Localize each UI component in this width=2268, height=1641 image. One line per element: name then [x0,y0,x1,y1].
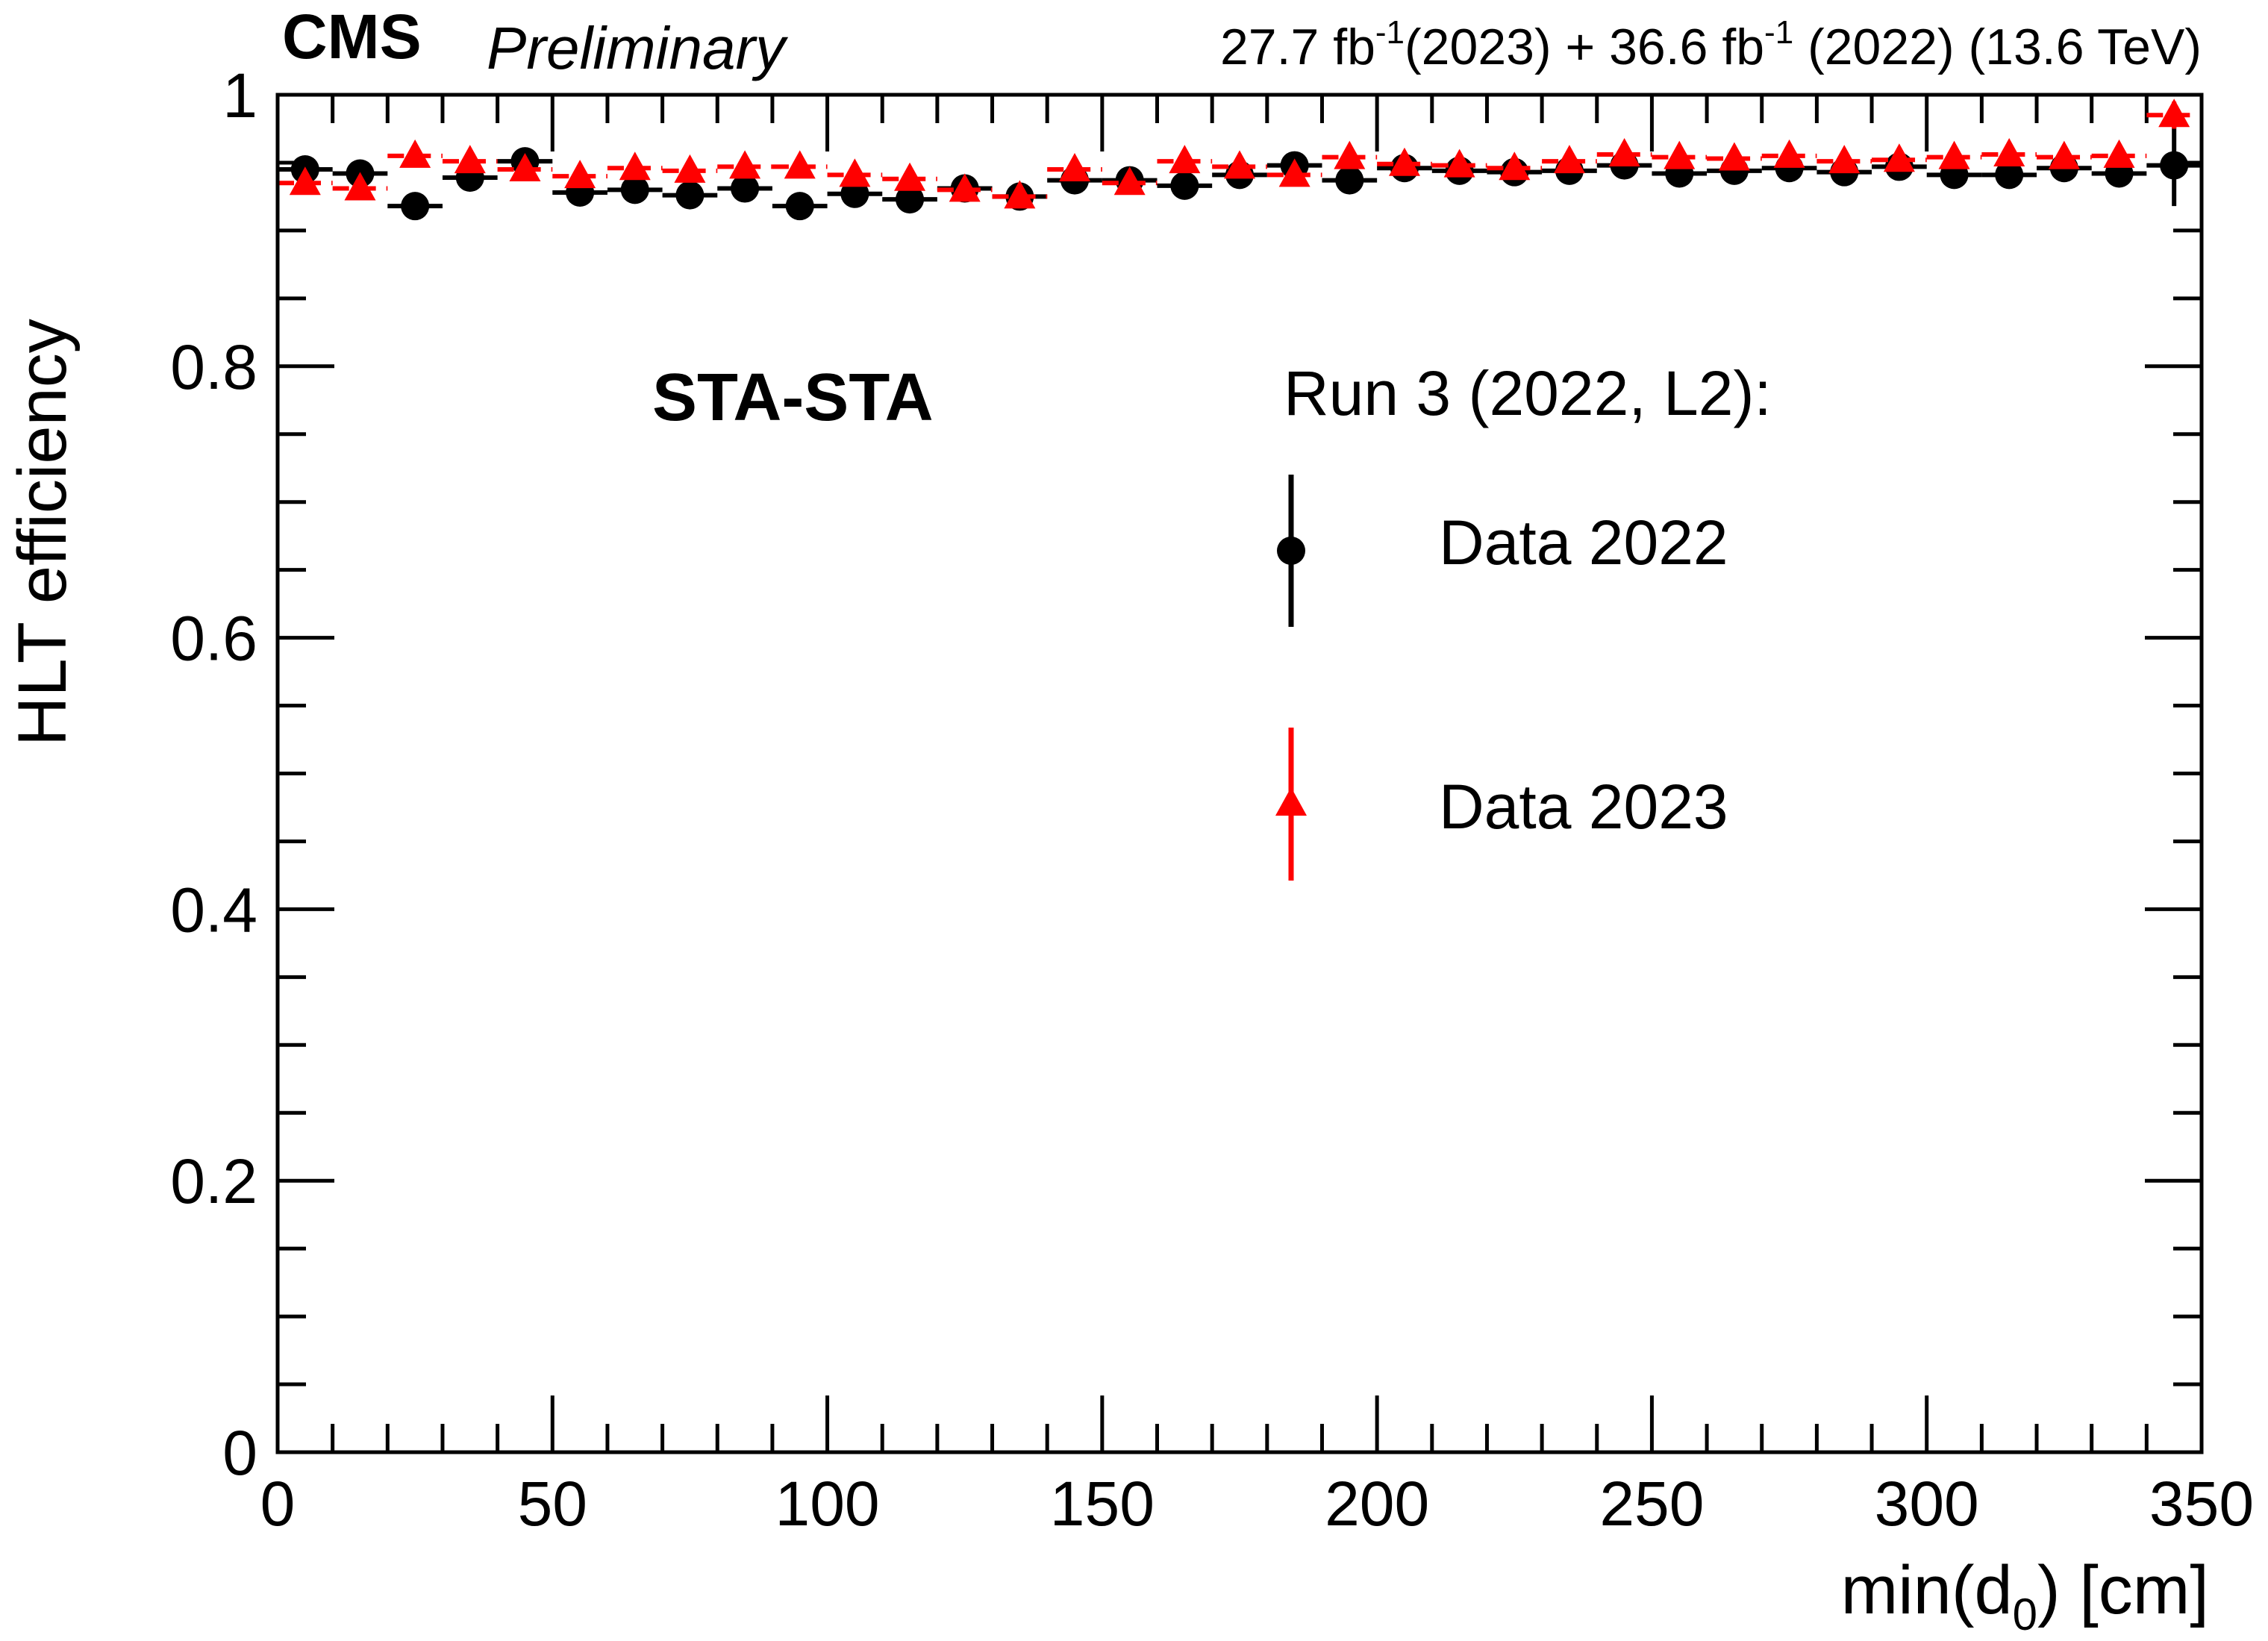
data-point [784,150,816,179]
data-point [1335,166,1364,195]
data-point [896,185,925,214]
data-point [1938,140,1970,169]
data-series [278,99,2202,221]
legend-title: Run 3 (2022, L2): [1284,358,1772,428]
y-tick-label: 0.4 [170,875,257,945]
data-point [344,172,376,201]
data-point [2160,151,2189,180]
data-point [401,192,430,221]
data-point [1553,145,1585,174]
experiment-label: CMS [282,1,422,72]
selection-annotation: STA-STA [652,360,934,435]
data-point [1388,147,1420,176]
luminosity-label: 27.7 fb-1(2023) + 36.6 fb-1 (2022) (13.6… [1220,14,2202,75]
axis-ticks [275,93,2204,1454]
data-point [454,145,486,174]
x-tick-label: 50 [518,1469,587,1539]
data-point [2048,140,2080,169]
data-point [1443,149,1475,178]
data-point [620,175,649,204]
data-point [949,173,981,202]
data-point [1004,180,1036,209]
plot-frame [275,93,2204,1454]
lumi-2022-exponent: -1 [1764,14,1793,51]
data-point [1663,140,1696,169]
data-point [564,160,596,189]
data-point [1499,151,1531,181]
x-tick-label: 150 [1050,1469,1155,1539]
y-tick-label: 0 [222,1418,257,1488]
data-point [1773,139,1805,168]
data-point [619,151,651,181]
x-axis-label-tail: ) [cm] [2037,1552,2209,1628]
lumi-2023-exponent: -1 [1375,14,1405,51]
x-tick-label: 350 [2149,1469,2254,1539]
data-point [674,154,706,183]
data-point [1718,142,1750,171]
data-point [785,192,814,221]
x-axis-label: min(d0) [cm] [1841,1552,2209,1640]
data-point [1993,138,2025,167]
x-axis-label-main: min(d [1841,1552,2013,1628]
data-point [839,158,871,187]
y-tick-label: 1 [222,60,257,131]
data-point [1334,140,1366,169]
data-point [509,153,541,182]
data-point [731,174,760,203]
x-tick-label: 250 [1599,1469,1704,1539]
data-point [729,150,761,179]
legend-entry-2022: Data 2022 [1439,507,1728,578]
x-tick-label: 200 [1325,1469,1429,1539]
data-point [1170,171,1199,200]
series-data-2023 [278,99,2202,209]
x-axis-label-subscript: 0 [2013,1590,2037,1640]
x-tick-label: 100 [775,1469,879,1539]
x-tick-label: 0 [260,1469,296,1539]
legend-marker-2022 [1277,537,1305,565]
data-point [1224,150,1255,179]
data-point [2103,139,2135,168]
data-point [1828,145,1861,174]
data-point [675,181,705,210]
legend: Run 3 (2022, L2): Data 2022 Data 2023 [1275,358,1772,881]
y-tick-label: 0.2 [170,1146,257,1216]
data-point [1113,166,1146,196]
data-point [289,166,321,196]
x-tick-label: 300 [1875,1469,1979,1539]
data-point [1608,138,1640,167]
legend-marker-2023 [1275,787,1307,816]
data-point [1995,160,2024,190]
lumi-2022-tail: (2022) (13.6 TeV) [1793,19,2202,75]
data-point [1169,145,1201,174]
status-label: Preliminary [487,15,789,81]
axis-tick-labels: 0 50 100 150 200 250 300 350 0 0.2 0.4 0.6 0.8 1 [170,60,2254,1539]
lumi-2023-year: (2023) + 36.6 fb [1405,19,1764,75]
data-point [399,139,431,168]
lumi-2023: 27.7 fb [1220,19,1375,75]
data-point [1059,153,1091,182]
y-tick-label: 0.6 [170,604,257,674]
data-point [1278,158,1310,187]
legend-entry-2023: Data 2023 [1439,772,1728,842]
y-tick-label: 0.8 [170,332,257,402]
data-point [2158,99,2190,128]
y-axis-label: HLT efficiency [4,319,81,746]
data-point [894,162,926,191]
data-point [1883,143,1915,172]
